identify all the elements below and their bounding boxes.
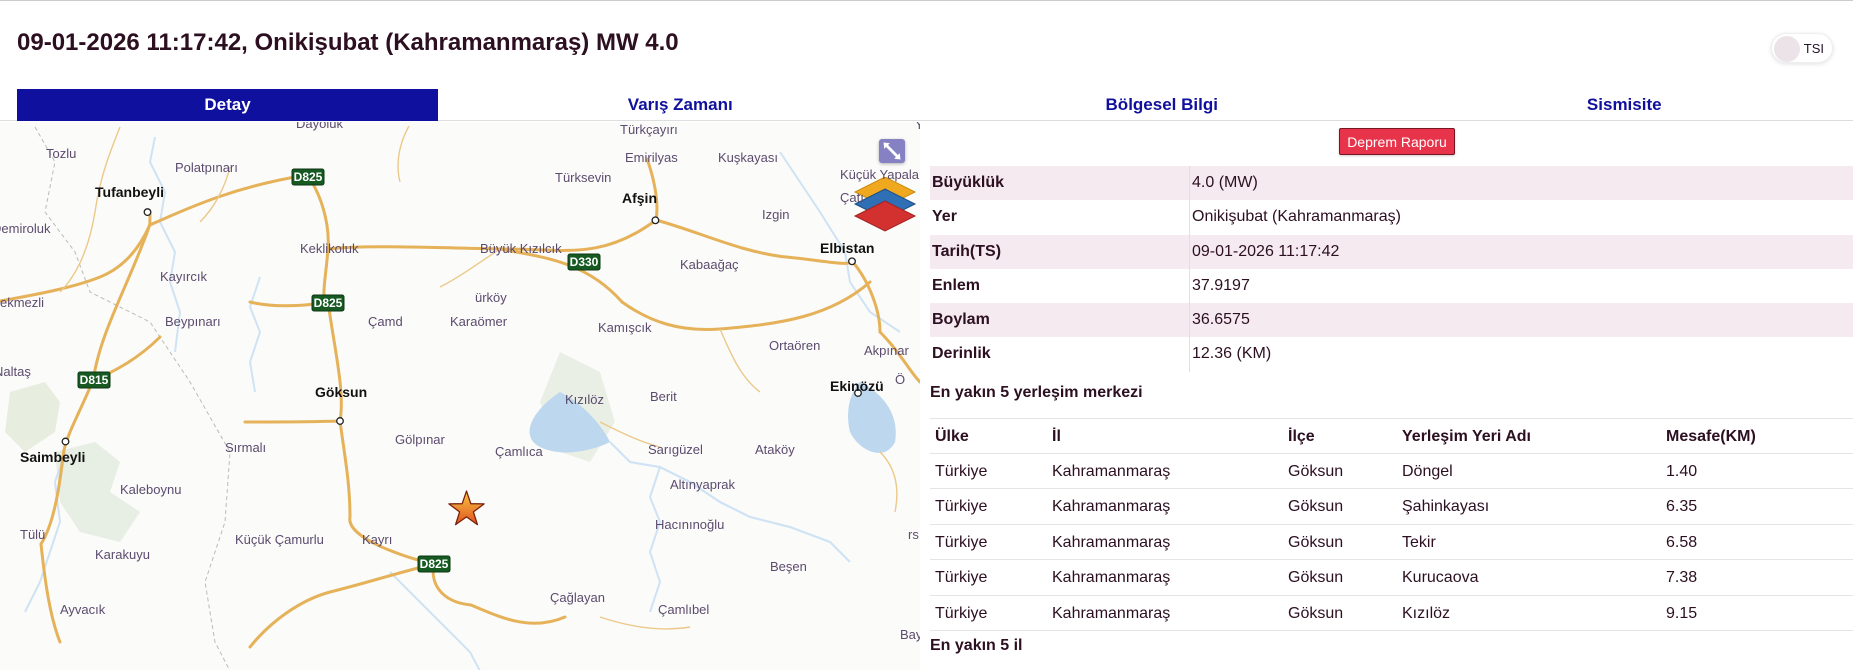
svg-text:D825: D825 bbox=[314, 296, 343, 310]
svg-text:D825: D825 bbox=[420, 557, 449, 571]
svg-text:D815: D815 bbox=[80, 373, 109, 387]
svg-text:D330: D330 bbox=[570, 255, 599, 269]
svg-text:D825: D825 bbox=[294, 170, 323, 184]
